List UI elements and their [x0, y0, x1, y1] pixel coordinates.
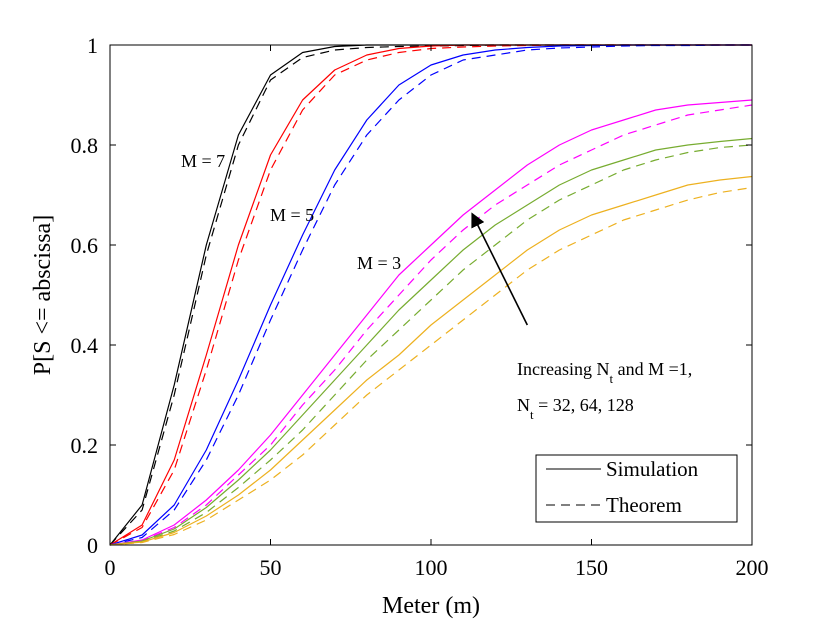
annotation-increasing-line1: Increasing Nt and M =1, [517, 359, 692, 386]
annotation-increasing-line1-b: and M =1, [613, 359, 692, 379]
annotation-increasing-line2-b: = 32, 64, 128 [534, 395, 634, 415]
y-tick-label: 0.8 [71, 133, 99, 158]
x-tick-label: 150 [575, 555, 608, 580]
x-tick-label: 0 [105, 555, 116, 580]
annotation-increasing-line1-sub: t [609, 371, 613, 386]
ticks-group: 0 50 100 150 200 0 0.2 0.4 0.6 0.8 1 [71, 33, 769, 580]
annotation-m3: M = 3 [357, 253, 401, 273]
series-line-11 [109, 186, 753, 546]
x-tick-label: 200 [736, 555, 769, 580]
y-axis-title: P[S <= abscissa] [30, 215, 56, 375]
annotation-increasing-line1-a: Increasing N [517, 359, 609, 379]
series-line-8 [109, 137, 753, 546]
series-line-9 [109, 144, 753, 546]
y-tick-label: 0.4 [71, 333, 99, 358]
x-tick-label: 50 [260, 555, 282, 580]
y-tick-label: 0.2 [71, 433, 99, 458]
series-line-7 [109, 104, 753, 546]
increase-arrow [471, 212, 529, 326]
annotation-increasing-line2-a: N [517, 395, 530, 415]
legend-simulation-label: Simulation [606, 457, 699, 481]
series-line-10 [109, 175, 753, 546]
legend-box [535, 454, 738, 523]
annotation-increasing-line2-sub: t [530, 407, 534, 422]
legend-theorem-label: Theorem [606, 493, 682, 517]
y-tick-label: 0.6 [71, 233, 99, 258]
annotation-increasing-line2: Nt = 32, 64, 128 [517, 395, 634, 422]
y-tick-label: 0 [87, 533, 98, 558]
annotation-m7: M = 7 [181, 151, 225, 171]
x-tick-label: 100 [415, 555, 448, 580]
series-line-5 [109, 44, 752, 546]
annotation-m5: M = 5 [270, 205, 314, 225]
series-line-6 [109, 99, 753, 546]
x-axis-title: Meter (m) [382, 593, 480, 619]
y-tick-label: 1 [87, 33, 98, 58]
legend: Simulation Theorem [535, 454, 738, 523]
